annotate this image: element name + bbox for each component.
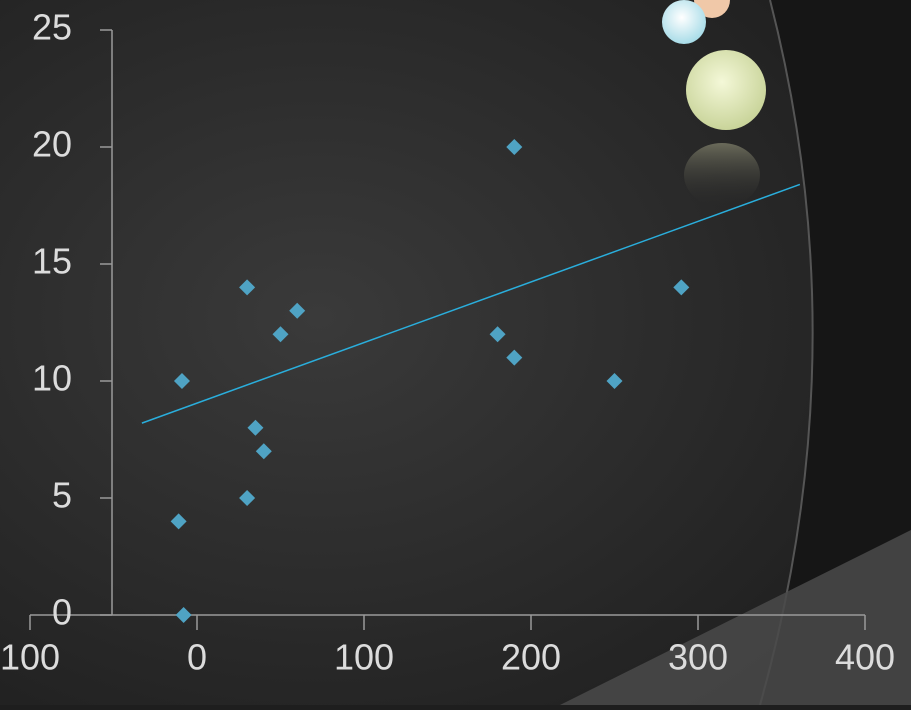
x-tick-label: 100 <box>334 637 394 678</box>
point <box>170 513 187 530</box>
corner-shape <box>560 530 911 705</box>
x-tick-label: 200 <box>501 637 561 678</box>
point <box>506 139 523 155</box>
y-tick-label: 10 <box>32 358 72 399</box>
point <box>239 490 256 506</box>
y-tick-label: 0 <box>52 592 72 633</box>
y-tick-label: 20 <box>32 124 72 165</box>
x-tick-label: 100 <box>0 637 60 678</box>
y-tick-label: 25 <box>32 7 72 48</box>
trendline <box>141 183 801 424</box>
point <box>606 373 623 389</box>
bubble <box>662 0 706 44</box>
y-tick-label: 5 <box>52 475 72 516</box>
point <box>673 279 690 296</box>
point <box>255 443 272 460</box>
point <box>175 607 192 623</box>
point <box>239 279 256 296</box>
x-tick-label: 300 <box>668 637 728 678</box>
bubble <box>686 50 766 130</box>
point <box>272 326 289 343</box>
point <box>247 419 264 436</box>
y-tick-label: 15 <box>32 241 72 282</box>
point <box>506 349 523 366</box>
x-tick-label: 400 <box>835 637 895 678</box>
point <box>173 373 190 389</box>
arc-shadow <box>760 0 911 705</box>
bubble-reflection <box>684 143 760 207</box>
x-tick-label: 0 <box>187 637 207 678</box>
point <box>489 326 506 343</box>
point <box>289 302 306 319</box>
